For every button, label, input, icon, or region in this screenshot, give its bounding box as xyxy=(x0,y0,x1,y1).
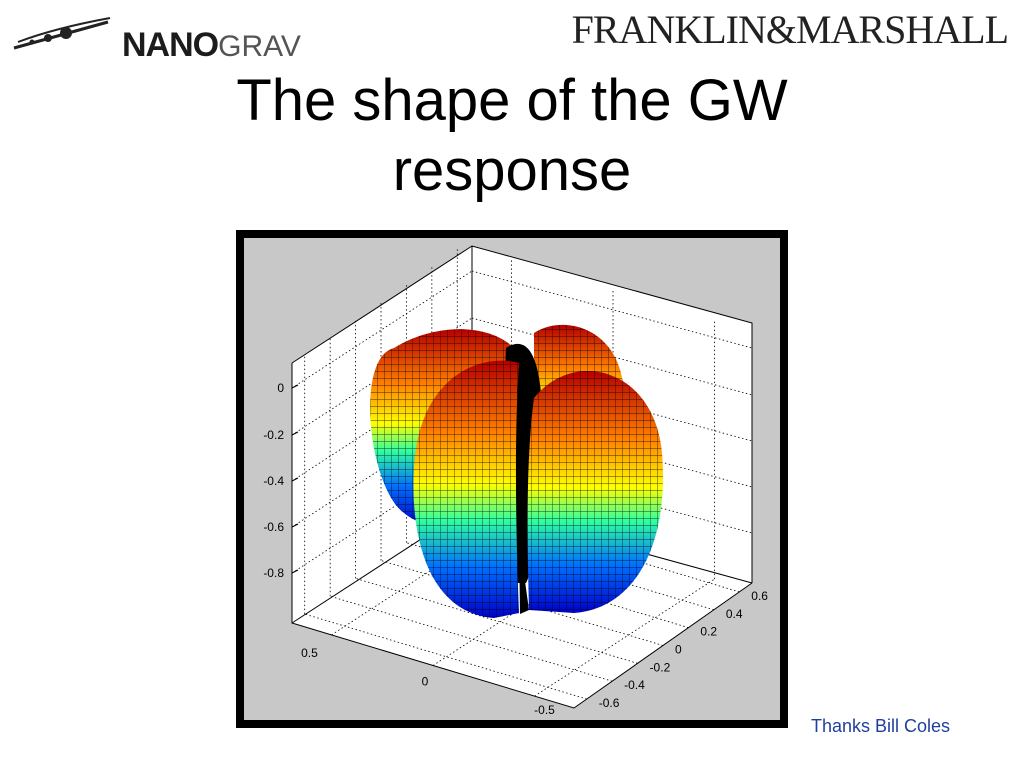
y-tick-label: -0.4 xyxy=(624,678,645,692)
tick-labels: 0-0.2-0.4-0.6-0.80.50-0.50.60.40.20-0.2-… xyxy=(263,381,768,717)
x-tick-label: -0.5 xyxy=(534,703,555,717)
y-tick-label: 0.4 xyxy=(726,607,743,621)
z-tick-label: -0.6 xyxy=(263,520,284,534)
slide-title: The shape of the GW response xyxy=(0,66,1024,206)
gw-surface xyxy=(370,324,663,618)
slide-title-line2: response xyxy=(392,138,632,203)
credit-text: Thanks Bill Coles xyxy=(811,716,951,736)
z-tick-label: -0.4 xyxy=(263,474,284,488)
figure-frame: 0 -0.2 -0.4 -0.6 -0.8 0.5 0 -0.5 0.6 0.4 0.2 0 -0.2-… xyxy=(236,230,788,728)
franklin-marshall-logo: FRANKLIN&MARSHALL xyxy=(571,7,1009,52)
y-tick-label: 0.2 xyxy=(700,625,717,639)
z-tick-label: -0.8 xyxy=(263,566,284,580)
gw-response-plot: 0-0.2-0.4-0.6-0.80.50-0.50.60.40.20-0.2-… xyxy=(244,238,780,720)
y-tick-label: 0 xyxy=(675,643,682,657)
z-tick-label: -0.2 xyxy=(263,428,284,442)
y-tick-label: 0.6 xyxy=(751,589,768,603)
swoosh-icon xyxy=(13,17,111,50)
x-tick-label: 0.5 xyxy=(301,646,318,660)
nanograv-wordmark: NANOGRAV xyxy=(122,26,301,65)
slide-title-line1: The shape of the GW xyxy=(236,68,788,133)
nanograv-nano: NANO xyxy=(122,26,219,64)
x-tick-label: 0 xyxy=(422,675,429,689)
nanograv-logo: NANOGRAV xyxy=(10,12,350,64)
nanograv-grav: GRAV xyxy=(218,30,301,63)
z-tick-label: 0 xyxy=(277,381,284,395)
y-tick-label: -0.6 xyxy=(599,696,620,710)
y-tick-label: -0.2 xyxy=(650,660,671,674)
